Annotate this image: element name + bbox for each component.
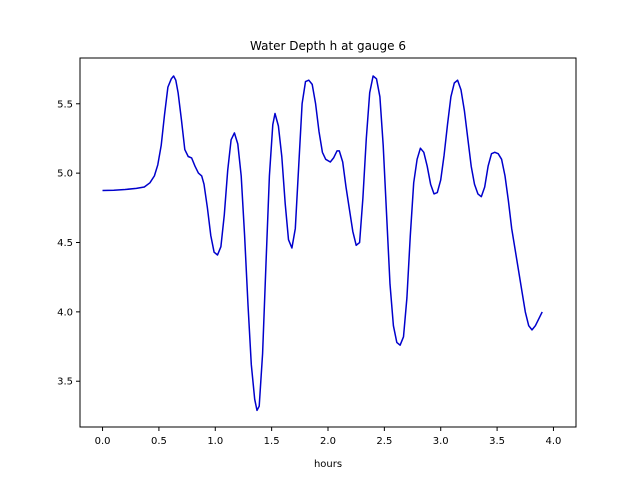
y-tick-label: 3.5 (57, 377, 73, 388)
x-tick-label: 0.5 (151, 436, 167, 447)
x-tick-label: 3.0 (433, 436, 449, 447)
x-axis-label: hours (314, 459, 342, 470)
x-tick-label: 1.0 (207, 436, 223, 447)
x-tick-label: 2.5 (376, 436, 392, 447)
chart-title: Water Depth h at gauge 6 (250, 39, 406, 53)
y-tick-label: 5.0 (57, 169, 73, 180)
y-axis-ticks: 3.5 4.0 4.5 5.0 5.5 (57, 99, 80, 388)
series-line (102, 75, 543, 412)
x-axis-ticks: 0.0 0.5 1.0 1.5 2.0 2.5 3.0 3.5 4.0 (95, 427, 562, 447)
x-tick-label: 1.5 (264, 436, 280, 447)
x-tick-label: 3.5 (489, 436, 505, 447)
plot-frame (79, 57, 577, 428)
y-tick-label: 5.5 (57, 99, 73, 110)
y-tick-label: 4.5 (57, 238, 73, 249)
x-tick-label: 2.0 (320, 436, 336, 447)
x-tick-label: 0.0 (95, 436, 111, 447)
x-tick-label: 4.0 (546, 436, 562, 447)
y-tick-label: 4.0 (57, 307, 73, 318)
